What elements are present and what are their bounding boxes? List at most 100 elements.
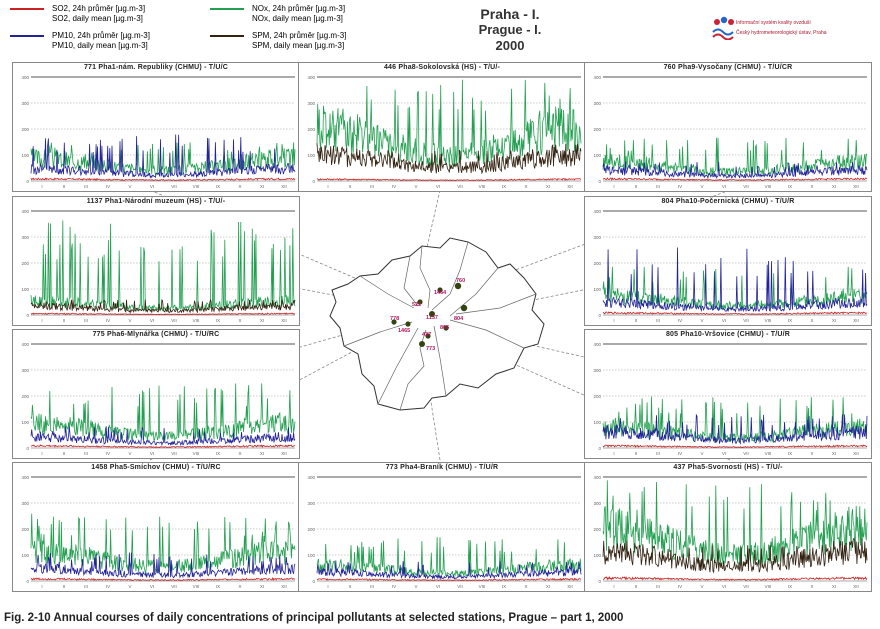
x-tick-label: IV	[106, 584, 110, 589]
series-line-pm10	[602, 161, 868, 180]
y-tick-label: 300	[593, 235, 601, 240]
x-tick-label: XI	[260, 318, 264, 323]
chart-panel-446: 0 100 200 300 400 I II III IV V VI VII VIII IX X XI XII 4…	[298, 62, 586, 192]
x-tick-label: VIII	[765, 184, 772, 189]
y-tick-label: 100	[21, 420, 29, 425]
chart-title: 775 Pha6-Mlynářka (CHMU) - T/U/RC	[92, 331, 220, 338]
y-tick-label: 400	[593, 342, 601, 347]
chart-title: 805 Pha10-Vršovice (CHMU) - T/U/R	[665, 331, 791, 338]
x-tick-label: XI	[260, 184, 264, 189]
x-tick-label: III	[84, 318, 88, 323]
x-tick-label: VIII	[765, 584, 772, 589]
x-tick-label: II	[349, 184, 352, 189]
prague-boundary	[329, 237, 545, 411]
chart-title: 773 Pha4-Braník (CHMU) - T/U/R	[385, 464, 499, 471]
y-tick-label: 0	[598, 313, 601, 318]
x-tick-label: II	[635, 451, 638, 456]
x-tick-label: III	[370, 584, 374, 589]
x-tick-label: X	[238, 584, 241, 589]
x-tick-label: I	[41, 318, 42, 323]
y-tick-label: 0	[598, 579, 601, 584]
x-tick-label: XII	[281, 451, 287, 456]
x-tick-label: XI	[260, 584, 264, 589]
x-tick-label: VI	[150, 584, 154, 589]
chart-title: 760 Pha9-Vysočany (CHMU) - T/U/CR	[663, 64, 793, 71]
chart-panel-1137: 0 100 200 300 400 I II III IV V VI VII VIII IX X XI XII 1…	[12, 196, 300, 326]
x-tick-label: XI	[832, 584, 836, 589]
x-tick-label: X	[238, 184, 241, 189]
x-tick-label: IX	[216, 184, 220, 189]
station-markers	[391, 282, 468, 347]
y-tick-label: 100	[593, 153, 601, 158]
x-tick-label: IX	[788, 184, 792, 189]
x-tick-label: I	[613, 451, 614, 456]
y-tick-label: 100	[21, 287, 29, 292]
x-tick-label: VI	[722, 584, 726, 589]
x-tick-label: VIII	[765, 318, 772, 323]
legend-pm10-cz: PM10, 24h průměr [µg.m-3]	[52, 31, 150, 40]
y-tick-label: 100	[21, 553, 29, 558]
y-tick-label: 200	[21, 527, 29, 532]
x-tick-label: VII	[743, 318, 749, 323]
x-tick-label: V	[700, 318, 703, 323]
series-line-nox	[602, 137, 868, 177]
y-tick-label: 400	[21, 342, 29, 347]
y-tick-label: 200	[307, 127, 315, 132]
y-tick-label: 200	[593, 527, 601, 532]
chart-title: 771 Pha1-nám. Republiky (CHMU) - T/U/C	[83, 64, 229, 71]
y-tick-label: 200	[593, 127, 601, 132]
y-tick-label: 100	[593, 287, 601, 292]
chart-panel-771: 0 100 200 300 400 I II III IV V VI VII VIII IX X XI XII 7…	[12, 62, 300, 192]
x-tick-label: X	[238, 451, 241, 456]
series-line-so2	[30, 312, 296, 316]
series-line-so2	[30, 177, 296, 181]
x-tick-label: VII	[171, 584, 177, 589]
x-tick-label: II	[63, 451, 66, 456]
x-tick-label: IX	[788, 451, 792, 456]
x-tick-label: V	[700, 451, 703, 456]
y-tick-label: 400	[593, 209, 601, 214]
x-tick-label: V	[700, 584, 703, 589]
y-tick-label: 400	[593, 75, 601, 80]
series-line-spm	[30, 298, 296, 314]
chmi-logo: Informační systém kvality ovzduší Český …	[712, 16, 872, 46]
series-line-pm10	[602, 413, 868, 445]
chart-panel-1458: 0 100 200 300 400 I II III IV V VI VII VIII IX X XI XII 1…	[12, 462, 300, 592]
legend-pm10-en: PM10, daily mean [µg.m-3]	[52, 41, 148, 50]
map-label-437: 437	[422, 332, 431, 338]
x-tick-label: XII	[853, 451, 859, 456]
x-tick-label: IV	[392, 584, 396, 589]
x-tick-label: X	[810, 318, 813, 323]
y-tick-label: 100	[307, 153, 315, 158]
x-tick-label: IV	[106, 451, 110, 456]
x-tick-label: XII	[853, 184, 859, 189]
x-tick-label: I	[327, 584, 328, 589]
x-tick-label: VIII	[193, 184, 200, 189]
chart-title: 446 Pha8-Sokolovská (HS) - T/U/-	[383, 64, 501, 71]
x-tick-label: V	[128, 451, 131, 456]
legend-swatch-pm10	[10, 34, 44, 37]
x-tick-label: VII	[171, 318, 177, 323]
x-tick-label: III	[656, 318, 660, 323]
x-tick-label: II	[63, 184, 66, 189]
y-tick-label: 200	[593, 261, 601, 266]
legend-nox-en: NOx, daily mean [µg.m-3]	[252, 14, 343, 23]
x-tick-label: III	[84, 451, 88, 456]
series-line-nox	[602, 480, 868, 567]
y-tick-label: 200	[21, 261, 29, 266]
chart-panel-804: 0 100 200 300 400 I II III IV V VI VII VIII IX X XI XII 8…	[584, 196, 872, 326]
x-tick-label: I	[41, 451, 42, 456]
x-tick-label: IX	[216, 451, 220, 456]
x-tick-label: VI	[436, 584, 440, 589]
legend-nox-cz: NOx, 24h průměr [µg.m-3]	[252, 4, 346, 13]
y-tick-label: 300	[21, 501, 29, 506]
y-tick-label: 100	[593, 553, 601, 558]
x-tick-label: XI	[832, 184, 836, 189]
x-tick-label: I	[613, 318, 614, 323]
series-line-nox	[30, 220, 296, 312]
y-tick-label: 300	[307, 501, 315, 506]
x-tick-label: IV	[678, 584, 682, 589]
